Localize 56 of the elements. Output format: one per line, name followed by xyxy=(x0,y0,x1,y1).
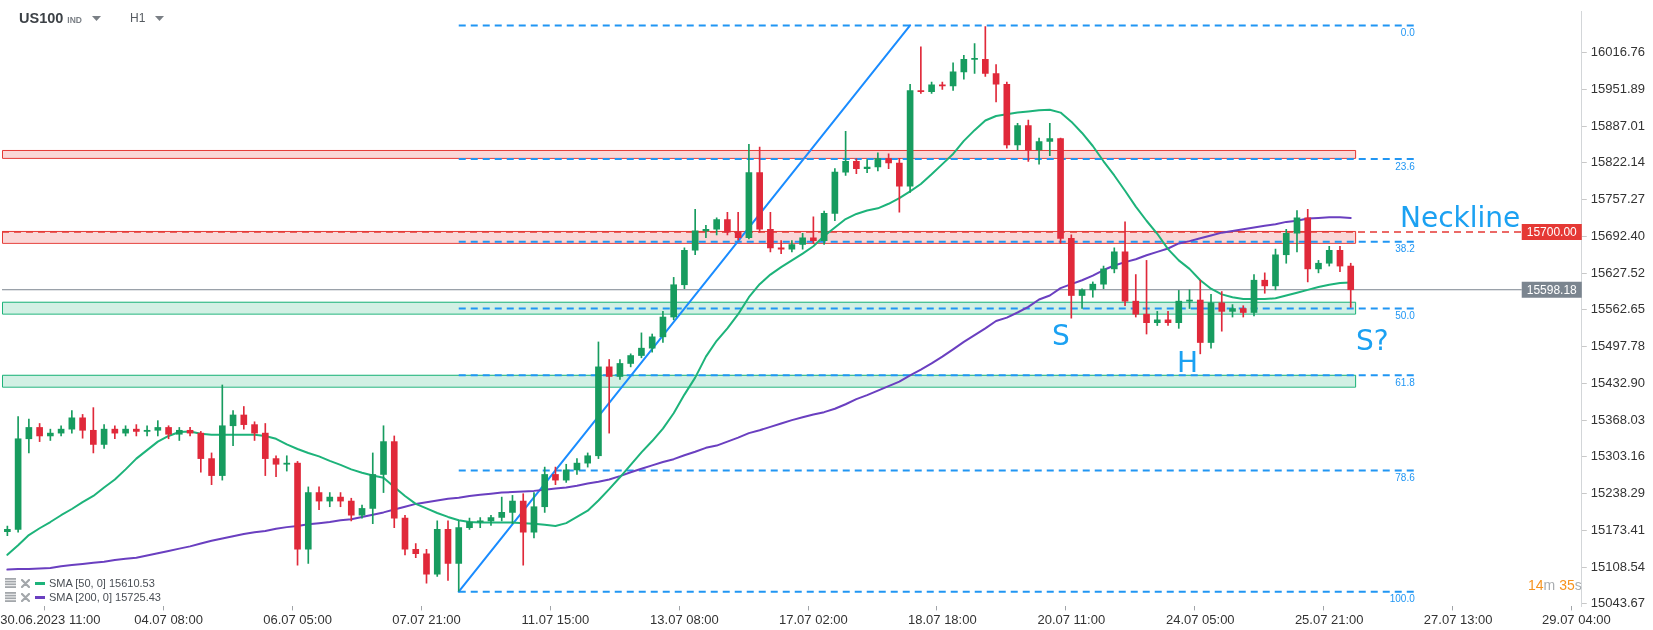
chart-title: US100 xyxy=(19,10,64,26)
annotation: S? xyxy=(1356,324,1389,357)
y-tick-label: 15303.16 xyxy=(1590,448,1646,464)
annotation: 14m 35s xyxy=(1528,577,1582,593)
y-tick-label: 15108.54 xyxy=(1590,558,1646,574)
legend-label: SMA [50, 0] 15610.53 xyxy=(49,577,155,590)
annotation: 50.0 xyxy=(1395,310,1416,322)
annotation: 78.6 xyxy=(1395,472,1416,484)
y-tick-label: 15562.65 xyxy=(1590,301,1646,317)
candlestick xyxy=(283,455,291,472)
legend-label: SMA [200, 0] 15725.43 xyxy=(49,591,161,604)
y-tick-label: 15173.41 xyxy=(1590,521,1646,537)
annotation: 0.0 xyxy=(1400,27,1416,39)
y-tick-label: 15043.67 xyxy=(1590,595,1646,611)
x-tick-label: 06.07 05:00 xyxy=(263,611,332,627)
annotation: S xyxy=(1052,319,1070,352)
y-tick-label: 15238.29 xyxy=(1590,485,1646,501)
annotation: 100.0 xyxy=(1389,593,1416,605)
y-tick-label: 15627.52 xyxy=(1590,264,1646,280)
y-tick-label: 16016.76 xyxy=(1590,44,1646,60)
candlestick xyxy=(1153,311,1161,326)
x-tick-label: 20.07 11:00 xyxy=(1037,611,1106,627)
x-tick-label: 04.07 08:00 xyxy=(134,611,203,627)
candlestick xyxy=(1046,123,1054,156)
candlestick xyxy=(1218,291,1226,332)
ref-line-label: 15598.18 xyxy=(1526,282,1578,297)
annotation: Neckline xyxy=(1400,201,1521,234)
candlestick xyxy=(143,425,151,437)
x-tick-label: 24.07 05:00 xyxy=(1165,611,1235,627)
x-tick-label: 29.07 04:00 xyxy=(1542,611,1611,627)
y-tick-label: 15497.78 xyxy=(1590,338,1646,354)
y-tick-label: 15822.14 xyxy=(1590,154,1646,170)
y-tick-label: 15692.40 xyxy=(1590,227,1646,243)
x-tick-label: 30.06.2023 11:00 xyxy=(0,611,101,627)
annotation: 23.6 xyxy=(1395,160,1416,172)
x-tick-label: 17.07 02:00 xyxy=(779,611,848,627)
x-tick-label: 27.07 13:00 xyxy=(1423,611,1493,627)
candlestick xyxy=(154,420,162,437)
annotation: H xyxy=(1177,346,1199,379)
x-tick-label: 18.07 18:00 xyxy=(908,611,977,627)
candlestick xyxy=(605,359,613,434)
x-tick-label: 07.07 21:00 xyxy=(392,611,461,627)
x-tick-label: 13.07 08:00 xyxy=(650,611,719,627)
annotation: 61.8 xyxy=(1395,377,1416,389)
ref-line-label: 15700.00 xyxy=(1526,224,1578,239)
x-tick-label: 11.07 15:00 xyxy=(521,611,590,627)
y-tick-label: 15432.90 xyxy=(1590,374,1646,390)
chart-subtitle: IND xyxy=(67,14,82,25)
y-tick-label: 15757.27 xyxy=(1590,191,1646,207)
y-tick-label: 15951.89 xyxy=(1590,81,1646,97)
candlestick xyxy=(917,46,925,94)
annotation: H1 xyxy=(130,11,146,25)
y-tick-label: 15887.01 xyxy=(1590,117,1646,133)
x-tick-label: 25.07 21:00 xyxy=(1294,611,1364,627)
y-tick-label: 15368.03 xyxy=(1590,411,1646,427)
annotation: 38.2 xyxy=(1395,243,1416,255)
